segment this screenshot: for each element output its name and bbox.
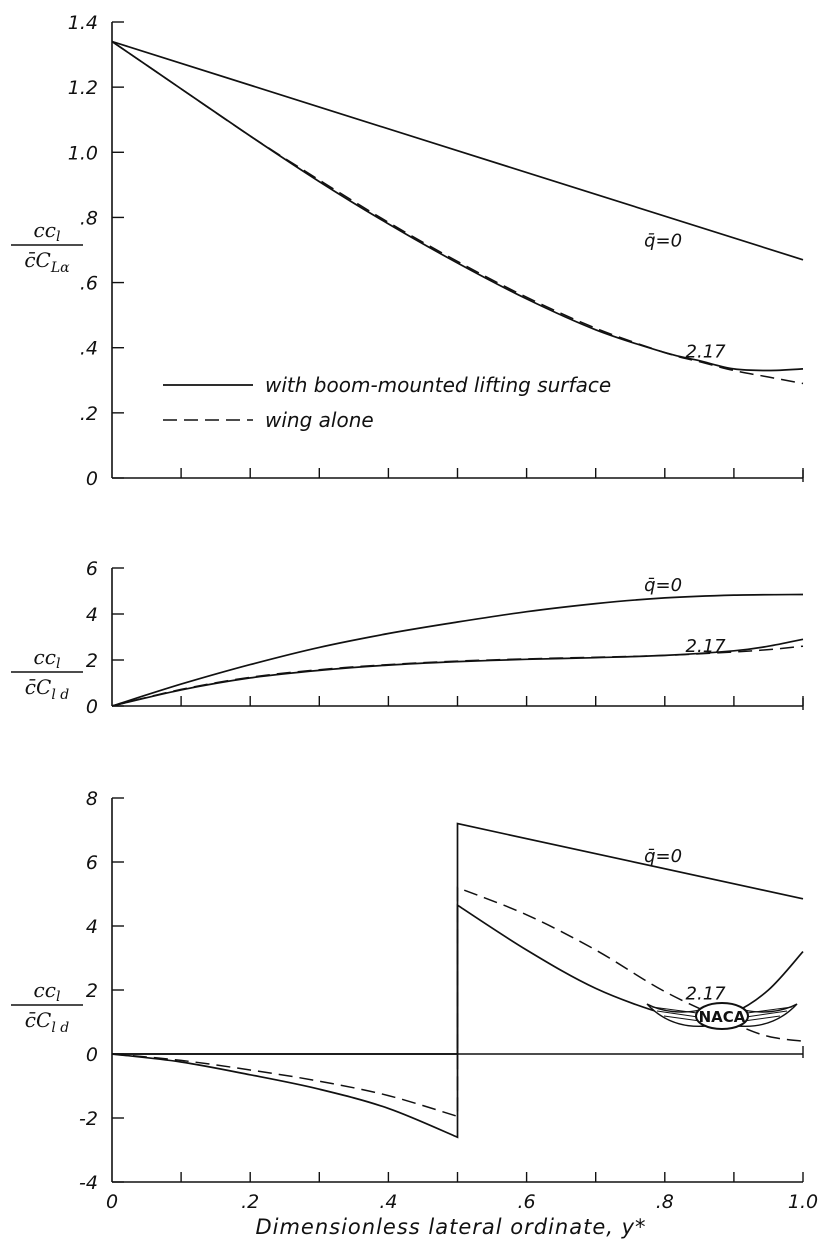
curve-annotation: q̄=0 xyxy=(644,231,682,252)
x-tick-label: 1.0 xyxy=(788,1191,818,1213)
y-tick-label: 4 xyxy=(86,604,98,626)
x-tick-labels: 0 .2 .4 .6 .8 1.0 xyxy=(106,1191,818,1213)
top-panel: 0 .2 .4 .6 .8 1.0 1.2 1.4 q̄=0 2.17 with boom-moun… xyxy=(11,12,804,490)
y-tick-label: 2 xyxy=(86,650,98,672)
y-tick-label: .2 xyxy=(80,403,98,425)
y-axis-label-numerator: ccl xyxy=(34,645,61,672)
naca-logo: NACA xyxy=(646,1002,798,1030)
y-tick-label: 4 xyxy=(86,916,98,938)
y-tick-label: 1.2 xyxy=(68,77,98,99)
y-tick-label: 0 xyxy=(86,696,98,718)
y-tick-label: 1.0 xyxy=(68,142,98,164)
y-tick-label: -2 xyxy=(79,1108,98,1130)
y-tick-label: -4 xyxy=(79,1172,98,1194)
legend-label: with boom-mounted lifting surface xyxy=(265,373,611,397)
curve-annotation: q̄=0 xyxy=(644,575,682,596)
curve-annotation: 2.17 xyxy=(686,636,727,657)
y-tick-label: 1.4 xyxy=(68,12,98,34)
y-tick-label: 0 xyxy=(86,1044,98,1066)
bottom-panel: -4 -2 0 2 4 6 8 q̄=0 2.17 ccl c̄Cl d xyxy=(11,788,804,1194)
y-axis-label-numerator: ccl xyxy=(34,218,61,245)
legend-label: wing alone xyxy=(265,408,374,432)
x-axis-title: Dimensionless lateral ordinate, y* xyxy=(255,1215,646,1239)
series-line-2-17 xyxy=(111,40,804,372)
y-axis-label-denominator: c̄Cl d xyxy=(25,675,69,703)
series-line-q-0 xyxy=(111,40,804,261)
y-axis-label-denominator-sub: l d xyxy=(51,687,69,703)
curve-annotation: 2.17 xyxy=(686,984,727,1005)
x-tick-label: .2 xyxy=(241,1191,259,1213)
middle-panel: 0 2 4 6 q̄=0 2.17 ccl c̄Cl d xyxy=(11,558,804,718)
y-axis-label-denominator-sub: l d xyxy=(51,1020,69,1036)
y-tick-label: .4 xyxy=(80,338,98,360)
curve-annotation: q̄=0 xyxy=(644,846,682,867)
y-axis-label-numerator-sub: l xyxy=(56,989,60,1005)
y-tick-label: .8 xyxy=(80,207,98,229)
y-axis-label-denominator: c̄CLα xyxy=(24,248,70,276)
curve-annotation: 2.17 xyxy=(686,341,727,362)
y-tick-label: .6 xyxy=(80,273,98,295)
x-tick-label: .6 xyxy=(518,1191,536,1213)
svg-text:NACA: NACA xyxy=(699,1008,746,1026)
x-tick-label: 0 xyxy=(106,1191,118,1213)
y-tick-label: 8 xyxy=(86,788,98,810)
series-line-wing-alone xyxy=(111,645,804,707)
y-axis-label-numerator: ccl xyxy=(34,978,61,1005)
series-line-q-0 xyxy=(111,593,804,707)
y-tick-label: 0 xyxy=(86,468,98,490)
y-tick-label: 6 xyxy=(86,852,98,874)
x-tick-label: .8 xyxy=(656,1191,674,1213)
y-tick-label: 2 xyxy=(86,980,98,1002)
x-tick-label: .4 xyxy=(379,1191,397,1213)
series-line-wing-alone xyxy=(111,40,804,385)
y-tick-label: 6 xyxy=(86,558,98,580)
y-axis-label-denominator: c̄Cl d xyxy=(25,1008,69,1036)
y-axis-label-numerator-sub: l xyxy=(56,229,60,245)
y-axis-label-numerator-sub: l xyxy=(56,656,60,672)
y-axis-label-denominator-sub: Lα xyxy=(50,260,70,276)
